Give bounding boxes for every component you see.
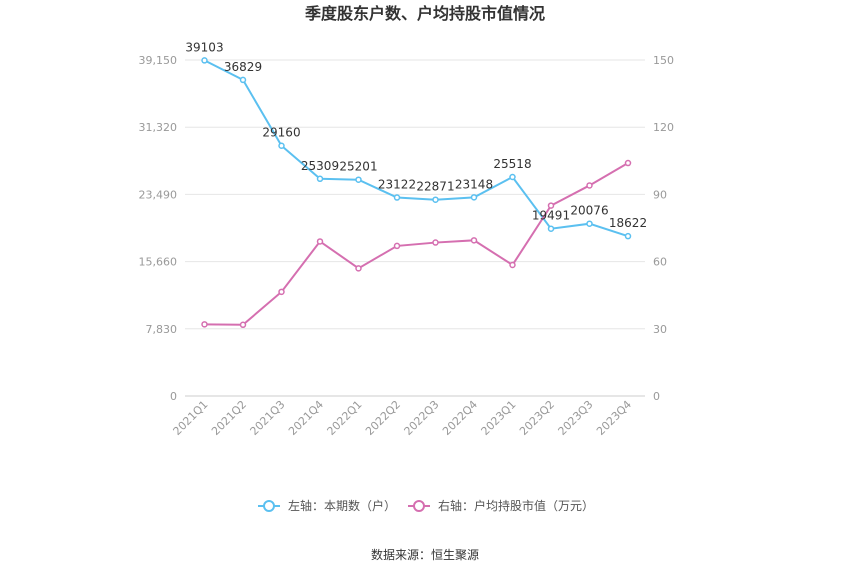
right-tick-label: 30 (653, 323, 667, 336)
data-point (278, 288, 285, 296)
left-tick-label: 31,320 (139, 121, 178, 134)
right-tick-label: 150 (653, 54, 674, 67)
legend-item[interactable]: 右轴：户均持股市值（万元） (408, 498, 594, 513)
data-point (393, 242, 401, 250)
x-tick-label: 2022Q2 (363, 398, 403, 438)
data-point (393, 194, 401, 201)
data-point (586, 220, 593, 227)
chart-title: 季度股东户数、户均持股市值情况 (304, 4, 545, 23)
x-tick-label: 2023Q2 (517, 398, 557, 438)
legend-marker-icon (263, 500, 275, 512)
data-label: 25201 (339, 160, 377, 174)
grid (185, 59, 645, 397)
left-axis-ticks: 0 7,830 15,660 23,490 31,320 39,150 (139, 54, 178, 403)
data-point (316, 238, 324, 245)
x-tick-label: 2023Q3 (556, 398, 596, 438)
legend-label: 右轴：户均持股市值（万元） (438, 498, 594, 513)
data-label: 18622 (609, 216, 647, 230)
x-tick-label: 2021Q1 (171, 398, 211, 438)
left-tick-label: 0 (170, 390, 177, 403)
data-point (624, 159, 632, 167)
right-axis-ticks: 0 30 60 90 120 150 (653, 54, 674, 403)
data-label: 22871 (416, 180, 454, 194)
data-label: 25309 (301, 159, 339, 173)
data-point (624, 232, 632, 240)
x-tick-label: 2022Q3 (402, 398, 442, 438)
data-point (547, 225, 555, 232)
data-point (470, 194, 478, 201)
right-tick-label: 90 (653, 188, 667, 201)
data-point (586, 182, 593, 189)
data-point (239, 76, 247, 84)
left-tick-label: 7,830 (146, 323, 178, 336)
left-tick-label: 39,150 (139, 54, 178, 67)
data-point (432, 239, 439, 246)
data-point (470, 237, 478, 244)
series-line (204, 59, 629, 238)
data-point (355, 176, 362, 183)
data-label: 36829 (224, 60, 262, 74)
series-line (204, 162, 629, 326)
x-tick-label: 2021Q2 (209, 398, 249, 438)
data-point (547, 202, 555, 209)
data-point (509, 261, 516, 269)
x-tick-label: 2022Q4 (440, 398, 480, 438)
series-lines (201, 57, 632, 329)
data-point (239, 321, 247, 329)
data-label: 23148 (455, 177, 493, 191)
right-tick-label: 0 (653, 390, 660, 403)
right-tick-label: 60 (653, 256, 667, 269)
data-point (201, 57, 208, 64)
x-tick-label: 2022Q1 (325, 398, 365, 438)
data-point (201, 321, 208, 328)
data-point (316, 175, 324, 183)
data-label: 29160 (262, 126, 300, 140)
data-label: 20076 (570, 204, 608, 218)
x-tick-label: 2023Q4 (594, 398, 634, 438)
left-tick-label: 23,490 (139, 188, 178, 201)
legend-item[interactable]: 左轴：本期数（户） (258, 498, 396, 513)
data-point (509, 173, 516, 181)
x-tick-label: 2023Q1 (479, 398, 519, 438)
data-label: 39103 (185, 40, 223, 54)
data-label: 25518 (493, 157, 531, 171)
data-point (355, 265, 362, 272)
legend-label: 左轴：本期数（户） (288, 498, 396, 513)
data-point (432, 196, 439, 203)
legend-marker-icon (413, 500, 425, 512)
legend[interactable]: 左轴：本期数（户） 右轴：户均持股市值（万元） (258, 498, 594, 513)
data-label: 23122 (378, 178, 416, 192)
data-point (278, 142, 285, 149)
data-label: 19491 (532, 209, 570, 223)
right-tick-label: 120 (653, 121, 674, 134)
left-tick-label: 15,660 (139, 256, 178, 269)
x-tick-label: 2021Q4 (286, 398, 326, 438)
x-axis-ticks: 2021Q12021Q22021Q32021Q42022Q12022Q22022… (171, 398, 635, 438)
x-tick-label: 2021Q3 (248, 398, 288, 438)
source-text: 数据来源：恒生聚源 (371, 547, 479, 562)
